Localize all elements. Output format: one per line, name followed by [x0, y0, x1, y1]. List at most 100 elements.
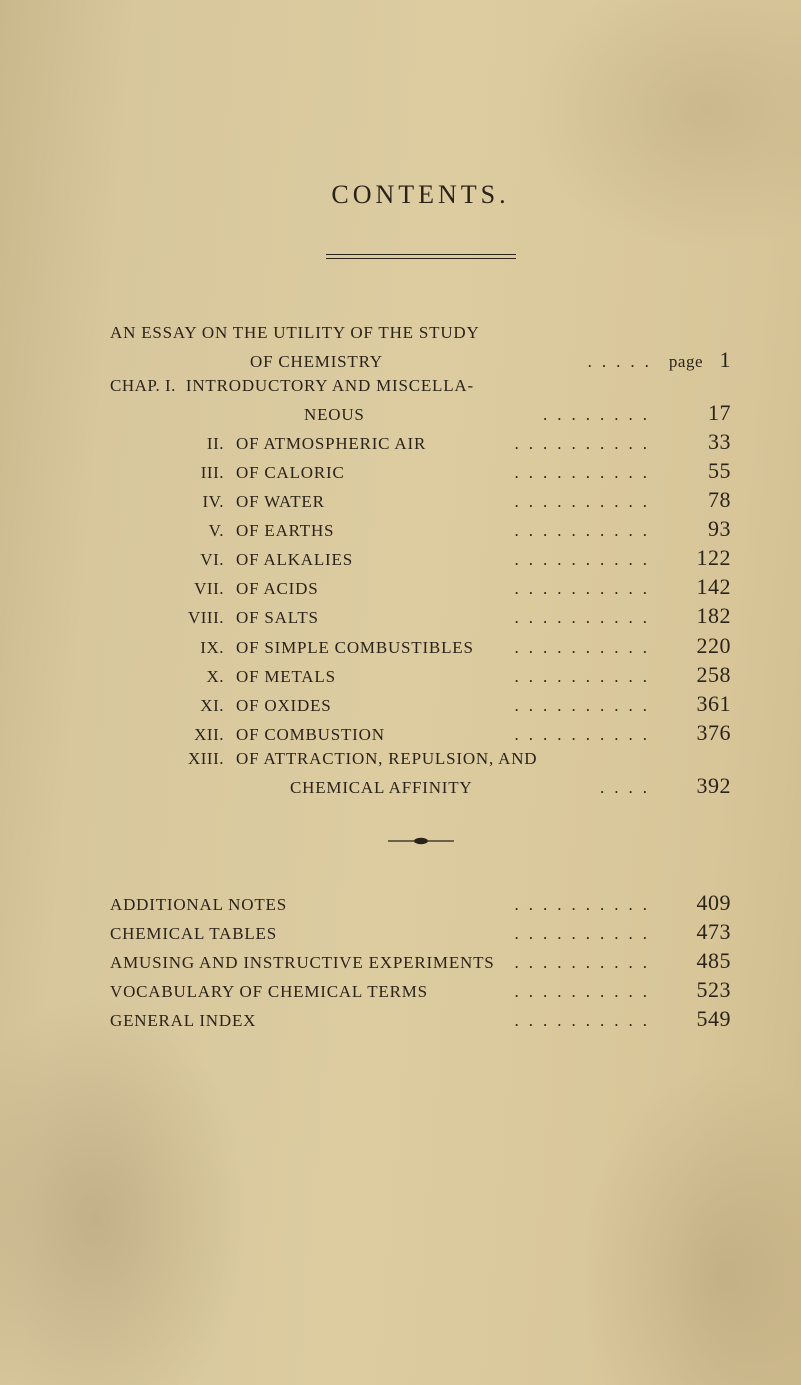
- chapter-label: OF ATMOSPHERIC AIR: [236, 435, 426, 453]
- chap-1-page: 17: [667, 401, 731, 424]
- chap-1-title-1: INTRODUCTORY AND MISCELLA-: [186, 377, 474, 395]
- page-title: CONTENTS.: [110, 180, 731, 210]
- essay-text-2: OF CHEMISTRY: [250, 353, 383, 371]
- chapter-roman: VI.: [176, 551, 224, 569]
- chapter-page: 258: [667, 663, 731, 686]
- leader-dots: ..........: [277, 925, 667, 943]
- leader-dots: ..........: [325, 493, 667, 511]
- backmatter-row: CHEMICAL TABLES..........473: [110, 920, 731, 943]
- essay-text-1: AN ESSAY ON THE UTILITY OF THE STUDY: [110, 324, 480, 342]
- chapter-row: IX.OF SIMPLE COMBUSTIBLES..........220: [110, 634, 731, 657]
- backmatter-label: GENERAL INDEX: [110, 1012, 256, 1030]
- backmatter-page: 409: [667, 891, 731, 914]
- backmatter-label: CHEMICAL TABLES: [110, 925, 277, 943]
- backmatter-page: 549: [667, 1007, 731, 1030]
- double-rule: [326, 254, 516, 259]
- backmatter-row: VOCABULARY OF CHEMICAL TERMS..........52…: [110, 978, 731, 1001]
- leader-dots: ..........: [336, 668, 667, 686]
- backmatter-page: 523: [667, 978, 731, 1001]
- backmatter-label: AMUSING AND INSTRUCTIVE EXPERIMENTS: [110, 954, 495, 972]
- chapter-13-line-2: CHEMICAL AFFINITY .... 392: [110, 774, 731, 797]
- back-matter: ADDITIONAL NOTES..........409 CHEMICAL TA…: [110, 891, 731, 1036]
- chapter-page: 93: [667, 517, 731, 540]
- leader-dots: ..........: [428, 983, 667, 1001]
- chapter-row: II. OF ATMOSPHERIC AIR..........33: [110, 430, 731, 453]
- chapter-row: IV. OF WATER..........78: [110, 488, 731, 511]
- page-word: page: [669, 353, 711, 371]
- leader-dots: ..........: [287, 896, 667, 914]
- chapter-row: V. OF EARTHS..........93: [110, 517, 731, 540]
- title-rule: [110, 246, 731, 264]
- chapter-page: 33: [667, 430, 731, 453]
- essay-line-2: OF CHEMISTRY ..... page 1: [110, 348, 731, 371]
- chapter-label: OF ACIDS: [236, 580, 318, 598]
- chapter-page: 55: [667, 459, 731, 482]
- chapter-roman: XIII.: [176, 750, 224, 768]
- chapter-roman: VII.: [176, 580, 224, 598]
- chapter-roman: XI.: [176, 697, 224, 715]
- page: CONTENTS. AN ESSAY ON THE UTILITY OF THE…: [0, 0, 801, 1385]
- chapter-roman: XII.: [176, 726, 224, 744]
- chapter-page: 376: [667, 721, 731, 744]
- leader-dots: ........: [365, 406, 667, 424]
- leader-dots: ....: [473, 779, 667, 797]
- chapter-roman: IV.: [176, 493, 224, 511]
- chapter-roman: II.: [176, 435, 224, 453]
- chapter-row: VIII. OF SALTS..........182: [110, 604, 731, 627]
- chapter-13-line-1: XIII. OF ATTRACTION, REPULSION, AND: [110, 750, 731, 768]
- backmatter-row: ADDITIONAL NOTES..........409: [110, 891, 731, 914]
- chapter-label: OF SIMPLE COMBUSTIBLES: [236, 639, 474, 657]
- chapter-label: OF METALS: [236, 668, 336, 686]
- chapter-label: OF OXIDES: [236, 697, 332, 715]
- leader-dots: ..........: [353, 551, 667, 569]
- leader-dots: ..........: [256, 1012, 667, 1030]
- chapter-13-text-2: CHEMICAL AFFINITY: [290, 779, 473, 797]
- backmatter-row: GENERAL INDEX..........549: [110, 1007, 731, 1030]
- table-of-contents: AN ESSAY ON THE UTILITY OF THE STUDY OF …: [110, 324, 731, 1036]
- chapter-1-line-1: CHAP. I. INTRODUCTORY AND MISCELLA-: [110, 377, 731, 395]
- chapter-row: X. OF METALS..........258: [110, 663, 731, 686]
- fleuron-icon: [386, 835, 456, 847]
- chapter-label: OF EARTHS: [236, 522, 334, 540]
- leader-dots: ..........: [334, 522, 667, 540]
- chapter-13-page: 392: [667, 774, 731, 797]
- chapter-13-text-1: OF ATTRACTION, REPULSION, AND: [236, 750, 537, 768]
- chapter-page: 220: [667, 634, 731, 657]
- chapter-page: 361: [667, 692, 731, 715]
- leader-dots: ..........: [426, 435, 667, 453]
- leader-dots: ..........: [332, 697, 667, 715]
- chapter-row: VI. OF ALKALIES..........122: [110, 546, 731, 569]
- backmatter-row: AMUSING AND INSTRUCTIVE EXPERIMENTS.....…: [110, 949, 731, 972]
- chapter-row: XII. OF COMBUSTION..........376: [110, 721, 731, 744]
- chapter-page: 78: [667, 488, 731, 511]
- chapter-label: OF CALORIC: [236, 464, 345, 482]
- chapter-roman: V.: [176, 522, 224, 540]
- chapter-row: XI. OF OXIDES..........361: [110, 692, 731, 715]
- chapter-page: 182: [667, 604, 731, 627]
- chapter-label: OF WATER: [236, 493, 325, 511]
- chap-1-title-2: NEOUS: [304, 406, 365, 424]
- essay-page: 1: [711, 348, 731, 371]
- chapter-row: VII.OF ACIDS..........142: [110, 575, 731, 598]
- backmatter-page: 473: [667, 920, 731, 943]
- leader-dots: ..........: [345, 464, 667, 482]
- chapter-label: OF COMBUSTION: [236, 726, 385, 744]
- leader-dots: .....: [383, 353, 669, 371]
- chapter-label: OF SALTS: [236, 609, 319, 627]
- leader-dots: ..........: [385, 726, 667, 744]
- chapter-roman: VIII.: [176, 609, 224, 627]
- leader-dots: ..........: [474, 639, 667, 657]
- leader-dots: ..........: [495, 954, 667, 972]
- chapter-roman: III.: [176, 464, 224, 482]
- chapter-row: III. OF CALORIC..........55: [110, 459, 731, 482]
- backmatter-label: VOCABULARY OF CHEMICAL TERMS: [110, 983, 428, 1001]
- chapter-label: OF ALKALIES: [236, 551, 353, 569]
- chap-lead: CHAP. I.: [110, 377, 176, 395]
- chapter-page: 122: [667, 546, 731, 569]
- chapter-page: 142: [667, 575, 731, 598]
- chapter-roman: X.: [176, 668, 224, 686]
- chapter-1-line-2: NEOUS ........ 17: [110, 401, 731, 424]
- leader-dots: ..........: [319, 609, 667, 627]
- ornament-divider: [110, 833, 731, 851]
- essay-line-1: AN ESSAY ON THE UTILITY OF THE STUDY: [110, 324, 731, 342]
